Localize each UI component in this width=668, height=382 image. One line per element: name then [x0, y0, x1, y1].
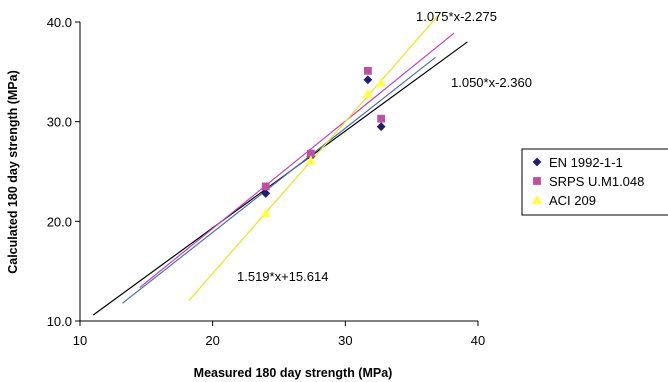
legend: EN 1992-1-1 SRPS U.M1.048 ACI 209	[521, 148, 668, 216]
legend-marker-aci-209	[531, 194, 543, 204]
x-tick-label: 40	[471, 333, 485, 348]
legend-label-aci-209: ACI 209	[549, 193, 596, 208]
point-srps	[363, 66, 372, 75]
point-en-1992	[376, 122, 386, 132]
annotation-srps-equation: 1.519*x+15.614	[237, 269, 328, 284]
point-aci-209	[362, 88, 373, 98]
y-tick-label: 40.0	[47, 15, 72, 30]
y-axis-title: Calculated 180 day strength (MPa)	[6, 70, 20, 274]
x-tick-label: 30	[338, 333, 352, 348]
annotation-en-equation: 1.050*x-2.360	[451, 75, 532, 90]
point-srps	[261, 182, 270, 191]
legend-label-en-1992: EN 1992-1-1	[549, 155, 623, 170]
x-axis-title: Measured 180 day strength (MPa)	[194, 366, 393, 380]
trendline-srps	[139, 32, 455, 289]
legend-box	[521, 148, 668, 216]
legend-marker-srps	[533, 177, 541, 185]
trendline-en-1992	[122, 56, 436, 304]
y-tick-label: 20.0	[47, 214, 72, 229]
point-aci-209	[376, 77, 387, 87]
axes: 10 20 30 40 10.0 20.0 30.0 40.0	[47, 15, 486, 348]
point-aci-209	[260, 208, 271, 218]
point-srps	[377, 114, 386, 123]
point-aci-209	[305, 155, 316, 165]
legend-marker-en-1992	[532, 157, 542, 167]
annotation-aci-equation: 1.075*x-2.275	[416, 9, 497, 24]
x-tick-label: 20	[205, 333, 219, 348]
legend-label-srps: SRPS U.M1.048	[549, 174, 644, 189]
point-en-1992	[363, 75, 373, 85]
x-tick-label: 10	[73, 333, 87, 348]
point-en-1992	[261, 189, 271, 198]
y-tick-label: 10.0	[47, 314, 72, 329]
plot-area	[92, 15, 468, 316]
y-tick-label: 30.0	[47, 115, 72, 130]
